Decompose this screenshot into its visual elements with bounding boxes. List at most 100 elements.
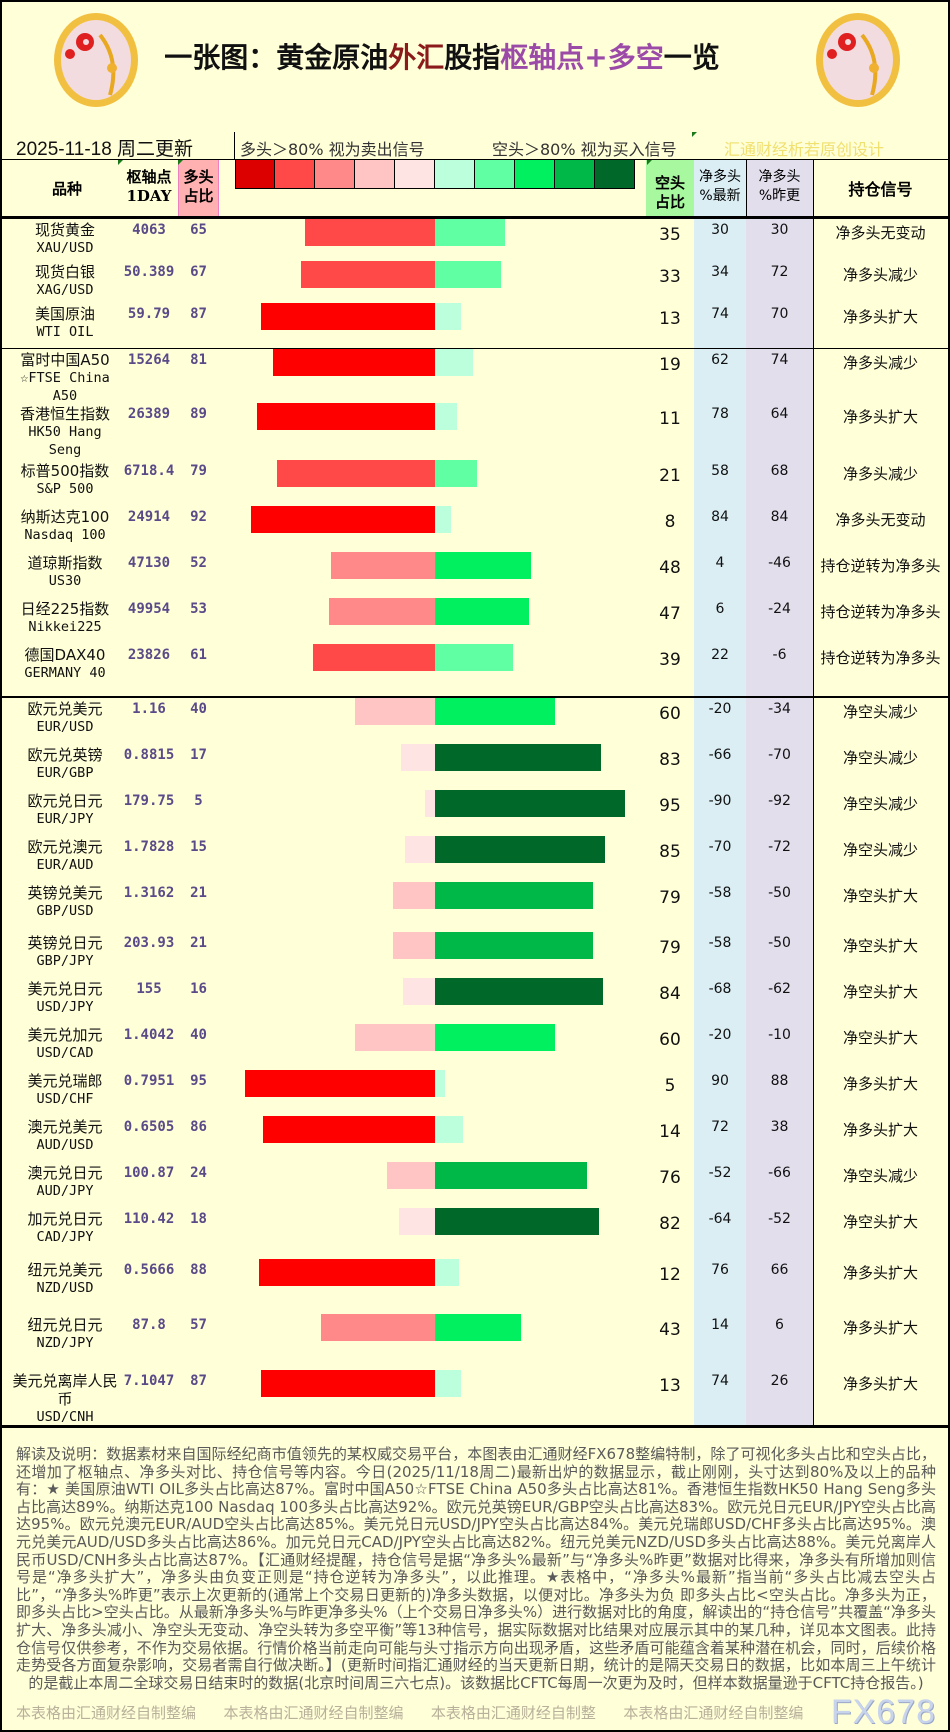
instrument-name-cn: 美元兑瑞郎 [27,1072,103,1090]
short-bar [435,790,625,817]
instrument-name: 道琼斯指数 US30 [10,554,120,590]
logo-left-icon [54,13,138,107]
long-percent: 52 [190,555,207,571]
net-long-previous: 74 [770,352,789,368]
header-signal: 持仓信号 [848,180,913,199]
instrument-name: 现货白银 XAG/USD [10,263,120,299]
instrument-name: 纽元兑日元 NZD/JPY [10,1316,120,1352]
instrument-name-en: WTI OIL [36,324,94,340]
instrument-name-en: EUR/AUD [36,857,94,873]
short-bar [435,506,451,533]
long-percent: 18 [190,1211,207,1227]
instrument-name-cn: 英镑兑美元 [27,884,103,902]
instrument-name-en: XAU/USD [36,240,94,256]
legend-swatch [355,159,395,189]
short-percent: 11 [659,409,681,429]
position-signal: 净多头扩大 [842,1319,918,1337]
net-long-previous: 70 [770,306,789,322]
net-long-latest: 90 [711,1073,729,1089]
legend-swatch [235,159,275,189]
position-signal: 净多头减少 [842,465,918,483]
short-bar [435,1024,555,1051]
net-long-previous: 66 [770,1262,789,1278]
watermark: 本表格由汇通财经自制整编 [223,1703,404,1722]
position-signal: 净空头扩大 [842,983,918,1001]
net-long-previous: 38 [770,1119,789,1135]
instrument-name-en: EUR/USD [36,719,94,735]
instrument-name-en: EUR/JPY [36,811,94,827]
instrument-name-en: Nikkei225 [28,619,102,635]
long-bar [401,744,435,771]
net-long-latest: 34 [711,264,729,280]
table-row: 德国DAX40 GERMANY 40 23826 61 39 22 -6 持仓逆转为净多头 [2,643,948,697]
net-long-latest: 76 [711,1262,729,1278]
instrument-name: 美元兑日元 USD/JPY [10,980,120,1016]
position-signal: 净空头扩大 [842,1213,918,1231]
long-bar [261,303,435,330]
long-bar [393,932,435,959]
instrument-name-en: CAD/JPY [36,1229,94,1245]
position-signal: 净多头扩大 [842,1121,918,1139]
pivot-value: 15264 [127,352,171,368]
long-percent: 21 [190,885,207,901]
net-long-latest: 58 [711,463,729,479]
short-bar [435,1162,587,1189]
pivot-value: 100.87 [123,1165,175,1181]
net-long-latest: -70 [708,839,732,855]
net-long-latest: 22 [711,647,729,663]
long-bar [425,790,435,817]
instrument-name-cn: 美元兑离岸人民币 [12,1372,118,1408]
page-title: 一张图：黄金原油外汇股指枢轴点+多空一览 [152,36,732,76]
legend-long-text: 多头＞80% 视为卖出信号 [240,140,425,159]
long-bar [387,1162,435,1189]
pivot-value: 49954 [127,601,171,617]
design-credit: 汇通财经析若原创设计 [724,140,885,159]
position-signal: 净多头无变动 [835,511,926,529]
pivot-value: 23826 [127,647,171,663]
divider [813,159,814,1426]
net-long-previous: -46 [768,555,791,571]
long-bar [405,836,435,863]
net-long-previous: 64 [770,406,789,422]
instrument-name: 美国原油 WTI OIL [10,305,120,341]
long-percent: 86 [190,1119,207,1135]
pivot-value: 4063 [132,222,166,238]
long-bar [403,978,435,1005]
short-bar [435,303,461,330]
net-latest-column-bg [694,160,746,1426]
instrument-name-en: USD/CHF [36,1091,94,1107]
instrument-name-en: US30 [48,573,82,589]
short-percent: 60 [659,704,681,724]
net-long-previous: -92 [768,793,791,809]
instrument-name: 美元兑瑞郎 USD/CHF [10,1072,120,1108]
header-net-prev: 净多头 %昨更 [746,168,813,206]
legend-swatch [435,159,475,189]
short-percent: 48 [659,558,681,578]
legend-swatch [515,159,555,189]
table-row: 标普500指数 S&P 500 6718.4 79 21 58 68 净多头减少 [2,459,948,505]
instrument-name-en: GBP/USD [36,903,94,919]
instrument-name: 德国DAX40 GERMANY 40 [10,646,120,682]
long-bar [263,1116,435,1143]
short-bar [435,698,555,725]
net-long-latest: -66 [708,747,732,763]
long-percent: 17 [190,747,207,763]
instrument-name-cn: 美元兑日元 [27,980,103,998]
pivot-value: 179.75 [123,793,175,809]
short-bar [435,403,457,430]
header-long-line2: 占比 [183,187,214,205]
short-percent: 79 [659,888,681,908]
long-bar [261,1370,435,1397]
short-percent: 19 [659,355,681,375]
divider [746,159,747,217]
short-bar [435,1259,459,1286]
short-percent: 47 [659,604,681,624]
long-bar [355,698,435,725]
long-bar [355,1024,435,1051]
net-long-latest: -90 [708,793,732,809]
header-net-prev-line1: 净多头 [758,169,801,185]
divider [2,348,948,349]
table-row: 欧元兑日元 EUR/JPY 179.75 5 95 -90 -92 净空头减少 [2,789,948,835]
instrument-name-en: NZD/JPY [36,1335,94,1351]
